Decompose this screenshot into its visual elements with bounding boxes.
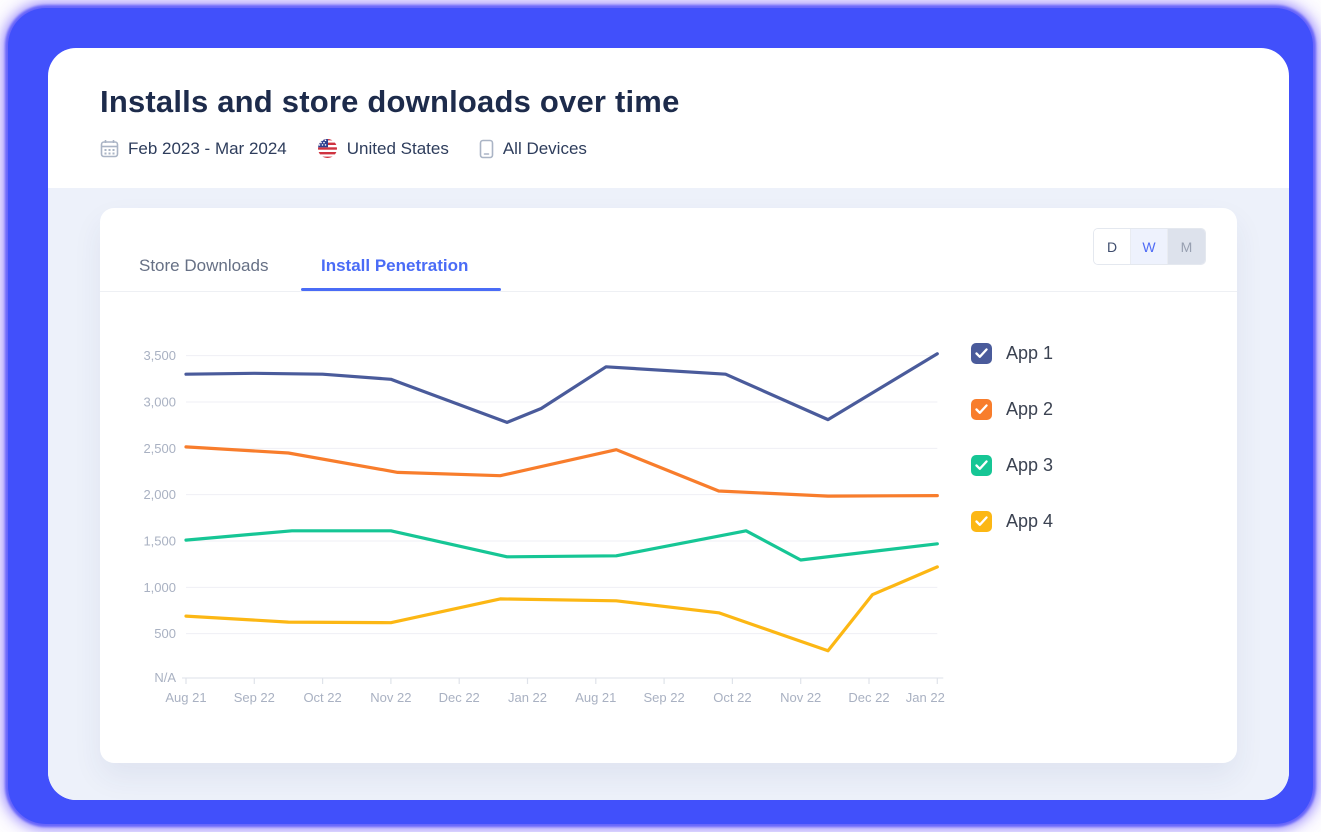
checkbox-checked-icon[interactable] [971, 454, 992, 476]
checkbox-checked-icon[interactable] [971, 342, 992, 364]
decorative-blue-frame: Installs and store downloads over time F… [8, 8, 1313, 824]
svg-text:Aug 21: Aug 21 [165, 690, 206, 705]
legend-label: App 1 [1006, 342, 1054, 363]
svg-text:1,000: 1,000 [143, 580, 176, 595]
svg-text:Jan 22: Jan 22 [508, 690, 547, 705]
checkbox-checked-icon[interactable] [971, 398, 992, 420]
legend-item-app-2[interactable]: App 2 [971, 396, 1053, 422]
legend-item-app-4[interactable]: App 4 [971, 508, 1053, 534]
seg-option-w[interactable]: W [1131, 229, 1168, 264]
svg-text:Nov 22: Nov 22 [370, 690, 411, 705]
checkbox-checked-icon[interactable] [971, 510, 992, 532]
tab-install-penetration[interactable]: Install Penetration [321, 256, 469, 275]
active-tab-underline [301, 288, 501, 291]
tab-store-downloads[interactable]: Store Downloads [139, 256, 269, 275]
date-range-label: Feb 2023 - Mar 2024 [128, 138, 287, 158]
report-filters: Feb 2023 - Mar 2024 United States All De… [100, 138, 587, 159]
svg-text:Oct 22: Oct 22 [713, 690, 751, 705]
svg-text:Sep 22: Sep 22 [643, 690, 684, 705]
svg-text:2,000: 2,000 [143, 487, 176, 502]
svg-text:Dec 22: Dec 22 [848, 690, 889, 705]
svg-text:3,500: 3,500 [143, 348, 176, 363]
calendar-icon [100, 139, 119, 158]
country-filter: United States [317, 138, 449, 159]
seg-option-d[interactable]: D [1094, 229, 1131, 264]
tab-separator [100, 291, 1237, 292]
us-flag-icon [317, 138, 338, 159]
svg-text:2,500: 2,500 [143, 441, 176, 456]
legend-item-app-3[interactable]: App 3 [971, 452, 1053, 478]
date-range: Feb 2023 - Mar 2024 [100, 139, 287, 159]
legend-item-app-1[interactable]: App 1 [971, 340, 1053, 366]
svg-text:Sep 22: Sep 22 [234, 690, 275, 705]
svg-text:Oct 22: Oct 22 [303, 690, 341, 705]
svg-text:N/A: N/A [154, 670, 176, 685]
legend-label: App 2 [1006, 398, 1054, 419]
legend-label: App 4 [1006, 510, 1054, 531]
svg-text:1,500: 1,500 [143, 534, 176, 549]
chart-legend: App 1 App 2 App 3 App 4 [971, 340, 1053, 534]
svg-text:Aug 21: Aug 21 [575, 690, 616, 705]
page-title: Installs and store downloads over time [100, 84, 680, 119]
line-chart: 3,500 3,000 2,500 2,000 1,500 1,000 500 N/A Aug … [143, 348, 945, 705]
svg-text:Dec 22: Dec 22 [439, 690, 480, 705]
seg-option-m[interactable]: M [1168, 229, 1205, 264]
legend-label: App 3 [1006, 454, 1054, 475]
svg-text:500: 500 [154, 626, 176, 641]
devices-label: All Devices [502, 138, 587, 158]
svg-text:Jan 22: Jan 22 [906, 690, 945, 705]
device-icon [479, 139, 494, 159]
svg-text:Nov 22: Nov 22 [780, 690, 821, 705]
country-label: United States [346, 138, 449, 158]
svg-text:3,000: 3,000 [143, 395, 176, 410]
app-panel: Installs and store downloads over time F… [48, 48, 1289, 800]
device-filter: All Devices [479, 139, 587, 159]
